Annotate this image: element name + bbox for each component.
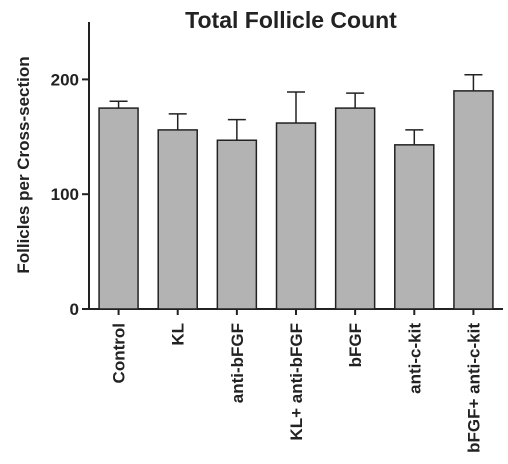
y-axis-label: Follicles per Cross-section xyxy=(14,56,33,273)
y-tick-label: 200 xyxy=(51,70,79,89)
y-tick-label: 0 xyxy=(70,300,79,319)
x-labels-group: Control KL anti-bFGF KL+ anti-bFGF bFGF anti-… xyxy=(110,309,483,453)
x-category-label: KL+ anti-bFGF xyxy=(287,323,306,441)
x-category-label: KL xyxy=(169,323,188,346)
x-category-label: Control xyxy=(110,323,129,383)
x-category-label: bFGF+ anti-c-kit xyxy=(464,323,483,453)
bar xyxy=(216,139,258,310)
bars-group xyxy=(98,74,494,310)
bar xyxy=(394,144,435,310)
chart-title: Total Follicle Count xyxy=(185,7,397,33)
bar xyxy=(98,107,139,310)
y-ticks-group: 0 100 200 xyxy=(51,70,89,319)
x-category-label: anti-bFGF xyxy=(228,323,247,403)
x-category-label: bFGF xyxy=(346,323,365,367)
bar xyxy=(453,90,494,310)
bar xyxy=(275,122,317,310)
y-tick-label: 100 xyxy=(51,185,79,204)
bar xyxy=(157,129,198,310)
x-category-label: anti-c-kit xyxy=(405,323,424,394)
bar xyxy=(334,107,376,310)
